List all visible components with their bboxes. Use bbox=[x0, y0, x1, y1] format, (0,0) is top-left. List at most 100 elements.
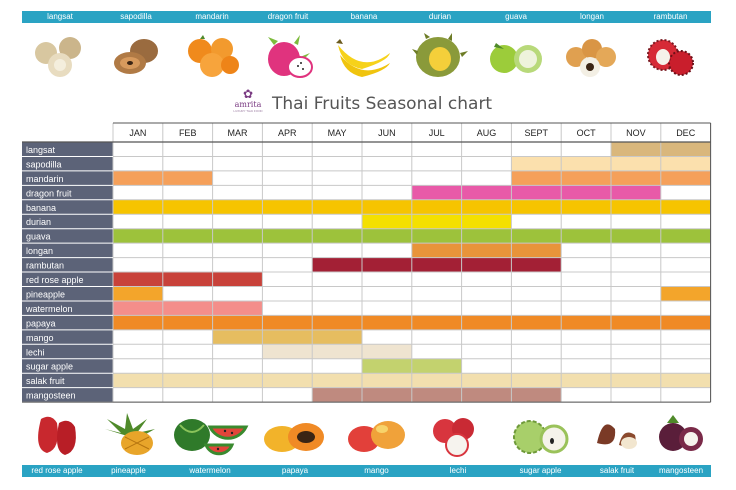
season-bar bbox=[262, 315, 313, 330]
empty-cell bbox=[362, 272, 412, 287]
empty-cell bbox=[461, 344, 512, 359]
empty-cell bbox=[362, 286, 412, 301]
season-bar bbox=[362, 228, 412, 244]
sugar-apple-image bbox=[498, 406, 583, 462]
season-bar bbox=[312, 373, 362, 388]
empty-cell bbox=[660, 257, 711, 273]
bottom-label: papaya bbox=[281, 466, 309, 475]
empty-cell bbox=[561, 214, 611, 229]
bottom-fruit-images bbox=[22, 406, 711, 462]
top-label: mandarin bbox=[195, 12, 229, 21]
season-bar bbox=[511, 199, 562, 215]
empty-cell bbox=[611, 329, 661, 345]
empty-cell bbox=[162, 185, 213, 200]
season-bar bbox=[660, 142, 711, 157]
season-bar bbox=[411, 387, 462, 403]
season-bar bbox=[611, 373, 661, 388]
longan-image bbox=[554, 27, 630, 85]
season-bar bbox=[511, 315, 562, 330]
row-label-cell bbox=[22, 387, 113, 403]
row-label: salak fruit bbox=[26, 376, 65, 386]
empty-cell bbox=[461, 329, 512, 345]
empty-cell bbox=[561, 344, 611, 359]
banana-image bbox=[326, 27, 402, 85]
season-bar bbox=[611, 142, 661, 157]
empty-cell bbox=[312, 286, 362, 301]
season-bar bbox=[312, 329, 362, 345]
rambutan-image bbox=[630, 27, 711, 85]
top-label: banana bbox=[350, 12, 378, 21]
row-label-cell bbox=[22, 329, 113, 345]
empty-cell bbox=[511, 142, 562, 157]
season-bar bbox=[611, 228, 661, 244]
empty-cell bbox=[113, 257, 163, 273]
season-bar bbox=[162, 228, 213, 244]
season-bar bbox=[362, 214, 412, 229]
month-header-label: JUL bbox=[429, 128, 445, 138]
empty-cell bbox=[511, 214, 562, 229]
empty-cell bbox=[212, 344, 263, 359]
empty-cell bbox=[660, 214, 711, 229]
empty-cell bbox=[611, 286, 661, 301]
bottom-label: red rose apple bbox=[31, 466, 83, 475]
empty-cell bbox=[611, 243, 661, 258]
empty-cell bbox=[611, 358, 661, 374]
row-label-cell bbox=[22, 199, 113, 215]
empty-cell bbox=[262, 387, 313, 403]
month-header-label: DEC bbox=[676, 128, 696, 138]
empty-cell bbox=[113, 185, 163, 200]
empty-cell bbox=[561, 329, 611, 345]
season-bar bbox=[162, 300, 213, 316]
empty-cell bbox=[660, 243, 711, 258]
season-bar bbox=[511, 373, 562, 388]
empty-cell bbox=[162, 358, 213, 374]
season-bar bbox=[561, 156, 611, 171]
empty-cell bbox=[362, 243, 412, 258]
empty-cell bbox=[611, 300, 661, 316]
empty-cell bbox=[611, 272, 661, 287]
season-bar bbox=[660, 286, 711, 301]
empty-cell bbox=[660, 272, 711, 287]
empty-cell bbox=[461, 170, 512, 186]
bottom-label: sugar apple bbox=[519, 466, 562, 475]
season-bar bbox=[212, 329, 263, 345]
season-bar bbox=[511, 156, 562, 171]
empty-cell bbox=[411, 300, 462, 316]
empty-cell bbox=[312, 170, 362, 186]
season-bar bbox=[511, 228, 562, 244]
season-bar bbox=[162, 373, 213, 388]
season-bar bbox=[461, 214, 512, 229]
empty-cell bbox=[262, 257, 313, 273]
month-header-label: FEB bbox=[179, 128, 197, 138]
empty-cell bbox=[162, 257, 213, 273]
empty-cell bbox=[312, 243, 362, 258]
row-label: langsat bbox=[26, 145, 56, 155]
bottom-label: watermelon bbox=[189, 466, 231, 475]
empty-cell bbox=[262, 300, 313, 316]
season-bar bbox=[461, 185, 512, 200]
empty-cell bbox=[362, 300, 412, 316]
empty-cell bbox=[262, 156, 313, 171]
empty-cell bbox=[411, 272, 462, 287]
season-bar bbox=[611, 315, 661, 330]
top-label: langsat bbox=[47, 12, 73, 21]
lechi-image bbox=[418, 406, 498, 462]
empty-cell bbox=[461, 358, 512, 374]
empty-cell bbox=[113, 358, 163, 374]
season-bar bbox=[113, 170, 163, 186]
season-bar bbox=[561, 373, 611, 388]
month-header-label: JAN bbox=[129, 128, 146, 138]
empty-cell bbox=[362, 185, 412, 200]
season-bar bbox=[660, 373, 711, 388]
top-label: sapodilla bbox=[120, 12, 152, 21]
season-bar bbox=[312, 387, 362, 403]
season-bar bbox=[461, 315, 512, 330]
empty-cell bbox=[411, 156, 462, 171]
empty-cell bbox=[212, 358, 263, 374]
bottom-label: pineapple bbox=[111, 466, 146, 475]
empty-cell bbox=[411, 344, 462, 359]
season-bar bbox=[262, 344, 313, 359]
empty-cell bbox=[461, 272, 512, 287]
season-bar bbox=[511, 257, 562, 273]
